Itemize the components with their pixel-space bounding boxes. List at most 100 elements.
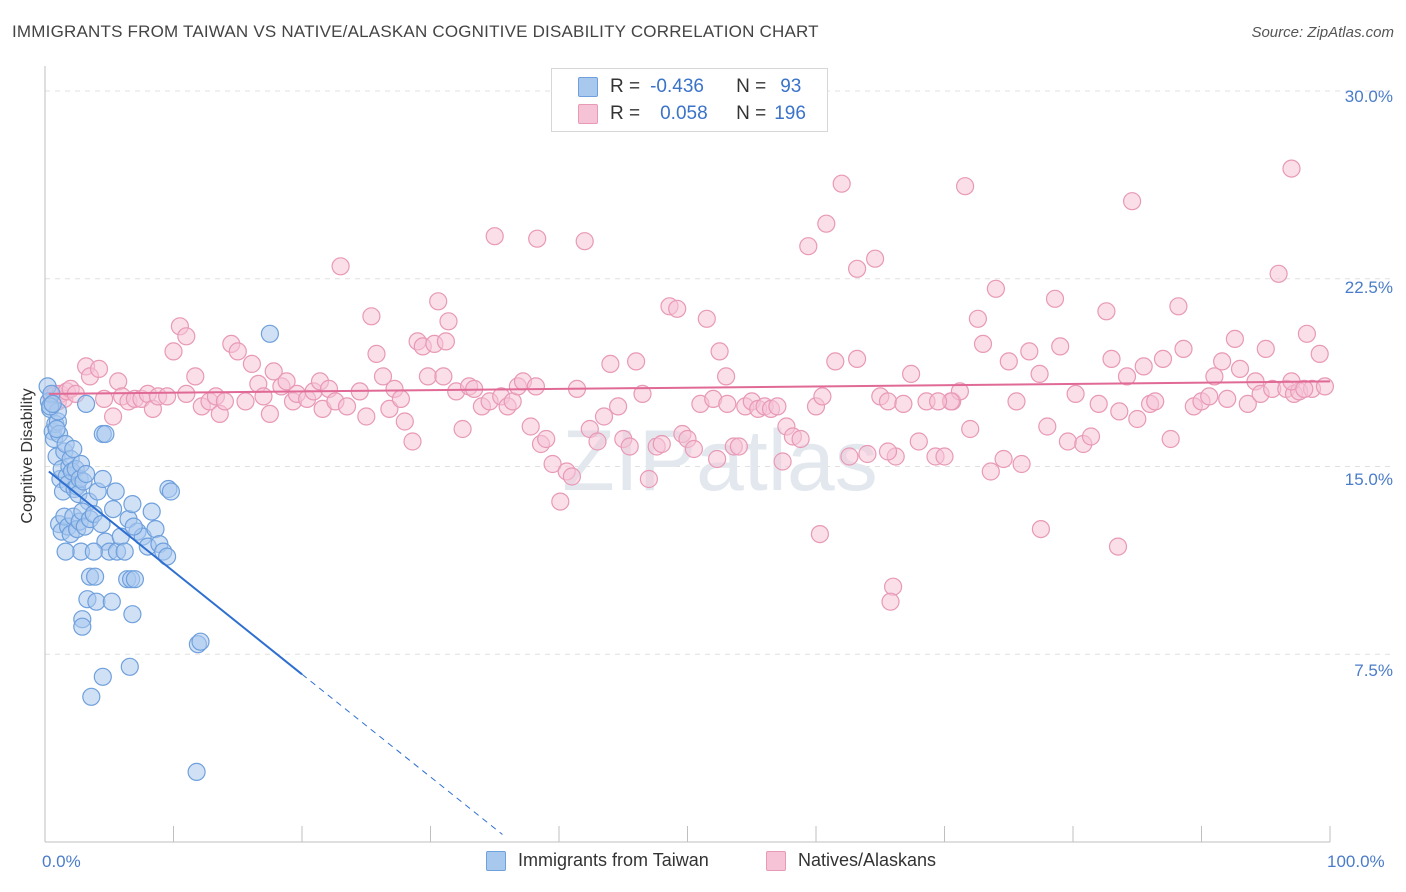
natives-point bbox=[526, 377, 546, 396]
taiwan-point bbox=[125, 570, 144, 589]
natives-point bbox=[881, 592, 900, 611]
natives-trend-line bbox=[48, 380, 1331, 395]
taiwan-point bbox=[96, 424, 115, 444]
natives-point bbox=[1230, 359, 1250, 378]
natives-point bbox=[439, 312, 458, 331]
natives-point bbox=[813, 387, 832, 406]
taiwan-point bbox=[120, 657, 139, 676]
natives-point bbox=[878, 442, 898, 461]
source-label: Source: ZipAtlas.com bbox=[1251, 24, 1394, 41]
natives-point bbox=[1030, 364, 1049, 383]
natives-point bbox=[1066, 384, 1085, 403]
legend-row-natives: R = 0.058 N = 196 bbox=[578, 101, 806, 127]
natives-point bbox=[961, 419, 980, 439]
natives-point bbox=[380, 399, 399, 418]
natives-point bbox=[485, 227, 504, 246]
natives-point bbox=[768, 397, 787, 416]
taiwan-point bbox=[64, 439, 83, 459]
natives-point bbox=[928, 392, 948, 411]
x-tick-label-min: 0.0% bbox=[42, 852, 81, 871]
natives-point bbox=[277, 372, 296, 391]
natives-point bbox=[729, 437, 749, 456]
natives-point bbox=[883, 577, 903, 596]
taiwan-point bbox=[187, 762, 206, 782]
natives-point bbox=[633, 384, 652, 403]
natives-point bbox=[620, 437, 639, 456]
natives-point bbox=[337, 397, 357, 416]
natives-point bbox=[1122, 192, 1142, 211]
taiwan-point bbox=[92, 514, 111, 534]
data-points bbox=[38, 159, 1335, 782]
natives-point bbox=[1108, 537, 1128, 556]
natives-point bbox=[1212, 352, 1232, 371]
natives-point bbox=[403, 432, 422, 451]
natives-point bbox=[865, 249, 885, 268]
natives-point bbox=[1081, 427, 1101, 446]
natives-point bbox=[1051, 337, 1070, 356]
natives-point bbox=[858, 444, 877, 464]
taiwan-point bbox=[93, 469, 112, 489]
natives-point bbox=[1110, 402, 1129, 421]
natives-point bbox=[999, 352, 1018, 371]
legend-label-taiwan: Immigrants from Taiwan bbox=[518, 850, 709, 870]
natives-point bbox=[626, 352, 646, 371]
taiwan-swatch-icon bbox=[578, 77, 598, 97]
natives-point bbox=[608, 397, 628, 416]
r-value: 0.058 bbox=[660, 103, 708, 124]
natives-point bbox=[453, 419, 472, 439]
r-label: R = bbox=[610, 76, 641, 97]
natives-point bbox=[215, 392, 234, 411]
natives-point bbox=[1297, 324, 1317, 343]
natives-point bbox=[826, 352, 845, 371]
taiwan-point bbox=[161, 482, 180, 501]
natives-point bbox=[177, 384, 196, 403]
y-tick-label: 15.0% bbox=[1344, 470, 1393, 489]
natives-point bbox=[994, 449, 1013, 469]
natives-point bbox=[810, 524, 830, 544]
natives-point bbox=[1174, 339, 1193, 358]
natives-point bbox=[1153, 349, 1173, 368]
natives-point bbox=[986, 279, 1006, 298]
chart-title: IMMIGRANTS FROM TAIWAN VS NATIVE/ALASKAN… bbox=[12, 22, 819, 41]
natives-point bbox=[973, 334, 993, 353]
gridlines bbox=[45, 90, 1392, 655]
natives-point bbox=[1225, 329, 1245, 348]
taiwan-trend-extension bbox=[301, 673, 503, 835]
natives-point bbox=[1097, 302, 1116, 321]
stats-legend: R = -0.436 N = 93 R = 0.058 N = 196 bbox=[551, 68, 828, 132]
natives-point bbox=[521, 417, 540, 436]
natives-point bbox=[1169, 297, 1188, 316]
natives-point bbox=[357, 407, 376, 426]
natives-point bbox=[373, 367, 393, 386]
natives-point bbox=[395, 412, 414, 431]
natives-point bbox=[601, 354, 620, 373]
taiwan-point bbox=[124, 517, 143, 536]
natives-point bbox=[697, 309, 716, 328]
natives-point bbox=[434, 367, 453, 386]
natives-point bbox=[1117, 367, 1137, 386]
natives-point bbox=[89, 359, 109, 378]
taiwan-point bbox=[84, 542, 103, 561]
natives-point bbox=[981, 462, 1000, 481]
natives-point bbox=[1315, 377, 1335, 396]
natives-point bbox=[537, 429, 556, 449]
natives-point bbox=[575, 232, 594, 251]
natives-point bbox=[109, 372, 128, 391]
natives-point bbox=[1020, 342, 1039, 361]
natives-point bbox=[840, 447, 859, 466]
natives-point bbox=[718, 394, 737, 413]
taiwan-point bbox=[82, 687, 101, 706]
taiwan-point bbox=[260, 324, 279, 343]
natives-point bbox=[551, 492, 570, 511]
taiwan-point bbox=[47, 419, 66, 439]
natives-point bbox=[594, 407, 614, 426]
taiwan-point bbox=[123, 495, 142, 514]
natives-point bbox=[103, 407, 123, 426]
natives-point bbox=[528, 229, 547, 248]
y-tick-label: 30.0% bbox=[1344, 87, 1393, 106]
natives-point bbox=[1031, 519, 1051, 539]
taiwan-point bbox=[106, 482, 125, 501]
natives-point bbox=[94, 389, 114, 408]
natives-point bbox=[1200, 387, 1219, 406]
